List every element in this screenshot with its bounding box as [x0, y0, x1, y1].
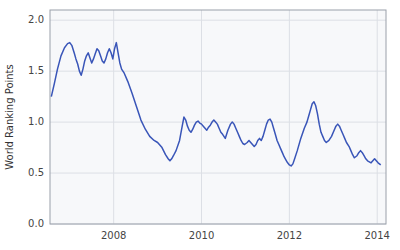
data-area	[51, 43, 380, 166]
grid	[50, 10, 386, 224]
x-tick-label: 2014	[364, 230, 389, 241]
y-grid-line	[50, 122, 386, 123]
x-grid-line	[377, 10, 378, 224]
axes: 0.0 0.5 1.0 1.5 2.0 2008 2010 2012 2014	[28, 14, 390, 241]
y-tick-label: 0.5	[28, 167, 44, 178]
y-tick-label: 2.0	[28, 14, 44, 25]
x-tick-label: 2012	[277, 230, 302, 241]
x-grid-line	[113, 10, 114, 224]
x-grid-line	[289, 10, 290, 224]
data-line	[51, 43, 380, 166]
x-tick-label: 2010	[189, 230, 214, 241]
y-tick-label: 0.0	[28, 218, 44, 229]
plot-background	[50, 10, 386, 224]
y-tick-label: 1.5	[28, 65, 44, 76]
x-tick-label: 2008	[101, 230, 126, 241]
y-grid-line	[50, 20, 386, 21]
chart: 0.0 0.5 1.0 1.5 2.0 2008 2010 2012 2014 World Ran…	[0, 0, 400, 250]
y-axis-label: World Ranking Points	[4, 64, 15, 170]
plot-frame	[50, 10, 386, 224]
x-grid-line	[201, 10, 202, 224]
y-grid-line	[50, 173, 386, 174]
y-grid-line	[50, 71, 386, 72]
y-tick-label: 1.0	[28, 116, 44, 127]
